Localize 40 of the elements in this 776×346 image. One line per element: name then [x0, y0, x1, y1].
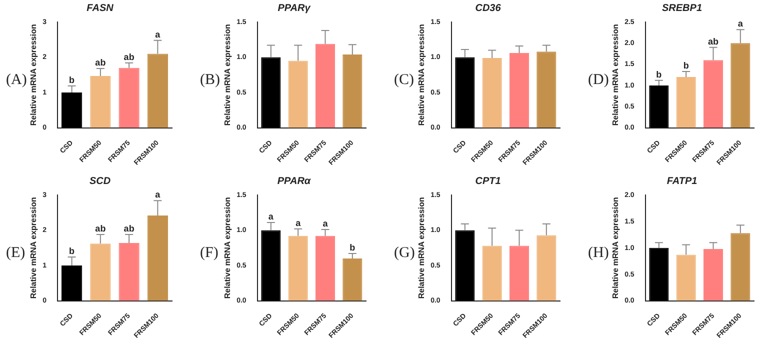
y-axis-title: Relative mRNA expression [611, 24, 620, 126]
y-axis-title: Relative mRNA expression [611, 197, 620, 299]
data-label: a [155, 29, 162, 40]
data-label: a [268, 211, 274, 222]
data-label: ab [124, 223, 135, 234]
chart-title: SREBP1 [662, 2, 702, 14]
data-label: a [738, 18, 744, 29]
chart-title: SCD [89, 176, 111, 187]
data-label: ab [124, 52, 135, 62]
data-label: a [296, 218, 302, 228]
text: (C) [394, 72, 414, 89]
y-axis-title: Relative mRNA expression [29, 197, 38, 299]
chart-title: FASN [86, 2, 114, 14]
chart-title: PPARγ [278, 2, 312, 14]
data-label: b [69, 246, 76, 256]
data-label: ab [95, 223, 106, 234]
text: (A) [6, 72, 27, 89]
text: (G) [394, 245, 415, 262]
chart-title: PPARα [277, 176, 312, 187]
data-label: b [683, 60, 690, 70]
chart-title: CPT1 [475, 176, 502, 187]
text: (D) [588, 72, 609, 89]
data-label: b [69, 74, 76, 85]
y-axis-title: Relative mRNA expression [417, 197, 426, 299]
y-axis-title: Relative mRNA expression [417, 24, 426, 126]
y-axis-title: Relative mRNA expression [223, 24, 232, 126]
text: (E) [6, 245, 26, 262]
y-axis-title: Relative mRNA expression [29, 24, 38, 126]
text: (F) [200, 245, 218, 262]
text: (H) [588, 245, 609, 262]
chart-title: FATP1 [666, 176, 698, 187]
data-label: a [322, 218, 329, 229]
text: (B) [200, 72, 220, 89]
data-label: b [350, 242, 356, 253]
y-axis-title: Relative mRNA expression [223, 197, 232, 299]
data-label: ab [708, 36, 719, 46]
data-label: b [656, 69, 662, 80]
data-label: ab [95, 58, 106, 68]
chart-title: CD36 [475, 2, 502, 14]
data-label: a [155, 190, 162, 200]
